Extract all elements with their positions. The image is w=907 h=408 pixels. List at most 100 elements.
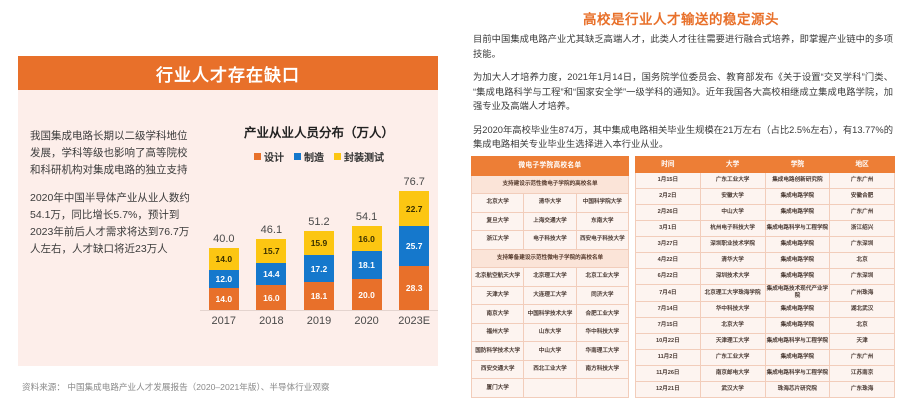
table-cell-university: 深圳技术大学 (699, 268, 766, 285)
table-cell-university: 福州大学 (470, 322, 525, 343)
table-row: 厦门大学 (470, 378, 630, 398)
bar-segment-设计: 14.0 (208, 288, 239, 310)
table-cell-time: 7月15日 (635, 317, 701, 334)
table-cell-time: 7月14日 (635, 301, 701, 318)
table-cell-university: 华南理工大学 (575, 341, 630, 361)
table-cell-university: 北京理工大学 (523, 267, 577, 287)
bar-segment-设计: 28.3 (399, 266, 430, 310)
table-cell-university: 大连理工大学 (523, 285, 577, 306)
table-cell-university: 北京大学 (470, 193, 525, 213)
chart-plot-area: 40.0 14.0 12.0 14.0 46.1 15.7 14.4 16.0 51.2 15.9… (200, 170, 438, 311)
left-paragraph-2: 2020年中国半导体产业从业人数约54.1万，同比增长5.7%，预计到2023年… (30, 192, 190, 255)
bar-segment-封装测试: 22.7 (399, 191, 430, 227)
table-row: 浙江大学 电子科技大学 西安电子科技大学 (470, 230, 630, 250)
table-cell-university: 安徽大学 (699, 188, 766, 205)
table-title: 微电子学院高校名单 (471, 156, 629, 176)
table-cell-school: 珠海芯片研究院 (764, 381, 831, 398)
table-row: 3月1日 杭州电子科技大学 集成电路科学与工程学院 浙江绍兴 (635, 220, 895, 237)
chart-title: 产业从业人员分布（万人） (243, 126, 394, 140)
bar-segment-制造: 14.4 (256, 262, 287, 286)
table-cell-university: 山东大学 (523, 322, 577, 343)
table-cell-university: 厦门大学 (470, 378, 525, 398)
table-row: 7月14日 华中科技大学 集成电路学院 湖北武汉 (635, 301, 895, 318)
table-cell-university: 中山大学 (523, 341, 577, 361)
bar-segment-封装测试: 16.0 (351, 226, 382, 251)
table-cell-university: 西安电子科技大学 (575, 230, 630, 250)
table-cell-time: 3月1日 (635, 220, 701, 237)
bar-stack: 14.0 12.0 14.0 (208, 248, 239, 310)
bar-column: 54.1 16.0 18.1 20.0 (346, 170, 388, 310)
table-cell-university: 清华大学 (699, 252, 766, 269)
table-cell-region: 湖北武汉 (829, 301, 895, 318)
table-cell-university: 浙江大学 (470, 230, 525, 250)
table-header-0: 时间 (635, 156, 701, 173)
table-cell-university: 华中科技大学 (699, 301, 766, 318)
table-cell-university: 华中科技大学 (575, 322, 630, 343)
right-paragraphs: 目前中国集成电路产业尤其缺乏高端人才，此类人才往往需要进行融合式培养，即掌握产业… (473, 32, 893, 161)
bar-stack: 15.7 14.4 16.0 (256, 238, 287, 310)
table-cell-time: 2月26日 (635, 204, 701, 221)
table-row: 10月22日 天津理工大学 集成电路科学与工程学院 天津 (635, 333, 895, 350)
table-cell-time: 4月22日 (635, 252, 701, 269)
bar-total-label: 40.0 (213, 233, 235, 246)
right-panel: 高校是行业人才输送的稳定源头 目前中国集成电路产业尤其缺乏高端人才，此类人才往往… (455, 0, 907, 408)
table-cell-region: 天津 (829, 333, 895, 350)
table-section-header-row: 支持建设示范性微电子学院的高校名单 (471, 174, 629, 195)
table-row: 南京大学 中国科学技术大学 合肥工业大学 (470, 304, 630, 324)
table-cell-university: 西北工业大学 (523, 359, 577, 380)
table-cell-school: 集成电路科学与工程学院 (764, 220, 831, 237)
table-cell-region: 广东珠海 (829, 381, 895, 398)
table-row: 2月2日 安徽大学 集成电路学院 安徽合肥 (635, 188, 895, 205)
table-cell-university: 北京航空航天大学 (470, 267, 525, 287)
table-cell-time: 6月22日 (635, 268, 701, 285)
table-cell-university: 武汉大学 (699, 381, 766, 398)
table-row: 11月2日 广东工业大学 集成电路学院 广东广州 (635, 349, 895, 366)
table-row: 复旦大学 上海交通大学 东南大学 (470, 211, 630, 232)
table-cell-region: 江苏南京 (829, 365, 895, 382)
table-row: 7月4日 北京理工大学珠海学院 集成电路技术现代产业学院 广州珠海 (635, 284, 895, 302)
table-row: 北京大学 清华大学 中国科学院大学 (470, 193, 630, 213)
table-cell-university: 广东工业大学 (699, 172, 766, 189)
table-cell-region: 北京 (829, 252, 895, 269)
bar-total-label: 51.2 (308, 215, 330, 228)
table-cell-university: 中国科学技术大学 (523, 304, 577, 324)
bar-segment-制造: 17.2 (303, 255, 334, 282)
table-row: 天津大学 大连理工大学 同济大学 (470, 285, 630, 306)
table-cell-university: 清华大学 (523, 193, 577, 213)
table-row: 2月26日 中山大学 集成电路学院 广东广州 (635, 204, 895, 221)
table-cell-university: 北京大学 (699, 317, 766, 334)
legend-swatch-icon (254, 153, 261, 160)
table-cell-time: 12月21日 (635, 381, 701, 398)
table-cell-university: 广东工业大学 (699, 349, 766, 366)
new-ic-colleges-table: 时间 大学 学院 地区 1月15日 广东工业大学 集成电路创新研究院 广东广州 2月2日 安徽大… (635, 156, 895, 398)
bar-column: 46.1 15.7 14.4 16.0 (250, 170, 292, 310)
table-row: 北京航空航天大学 北京理工大学 北京工业大学 (470, 267, 630, 287)
legend-item-0: 设计 (254, 149, 284, 164)
table-cell-university: 国防科学技术大学 (470, 341, 525, 361)
table-cell-university: 合肥工业大学 (575, 304, 630, 324)
bar-stack: 15.9 17.2 18.1 (303, 230, 334, 310)
table-cell-region: 北京 (829, 317, 895, 334)
table-cell-university: 复旦大学 (470, 211, 525, 232)
source-note: 资料来源： 中国集成电路产业人才发展报告（2020–2021年版）、半导体行业观… (22, 382, 330, 392)
legend-item-1: 制造 (294, 149, 324, 164)
table-cell-university: 天津大学 (470, 285, 525, 306)
left-card-background (18, 56, 438, 366)
table-section-heading: 支持建设示范性微电子学院的高校名单 (471, 174, 629, 195)
table-cell-university: 天津理工大学 (699, 333, 766, 350)
bar-stack: 16.0 18.1 20.0 (351, 226, 382, 310)
x-axis-tick-label: 2017 (211, 315, 237, 327)
right-panel-title: 高校是行业人才输送的稳定源头 (583, 12, 779, 27)
bar-segment-制造: 25.7 (399, 226, 430, 267)
table-cell-university (575, 378, 630, 398)
bar-segment-制造: 18.1 (351, 250, 382, 279)
table-cell-university: 中国科学院大学 (575, 193, 630, 213)
table-row: 1月15日 广东工业大学 集成电路创新研究院 广东广州 (635, 172, 895, 189)
table-row: 西安交通大学 西北工业大学 南方科技大学 (470, 359, 630, 380)
legend-label: 设计 (264, 153, 284, 164)
table-cell-university (523, 378, 577, 398)
bar-segment-制造: 12.0 (208, 269, 239, 289)
table-cell-time: 1月15日 (635, 172, 701, 189)
x-axis-tick-label: 2020 (354, 315, 379, 327)
